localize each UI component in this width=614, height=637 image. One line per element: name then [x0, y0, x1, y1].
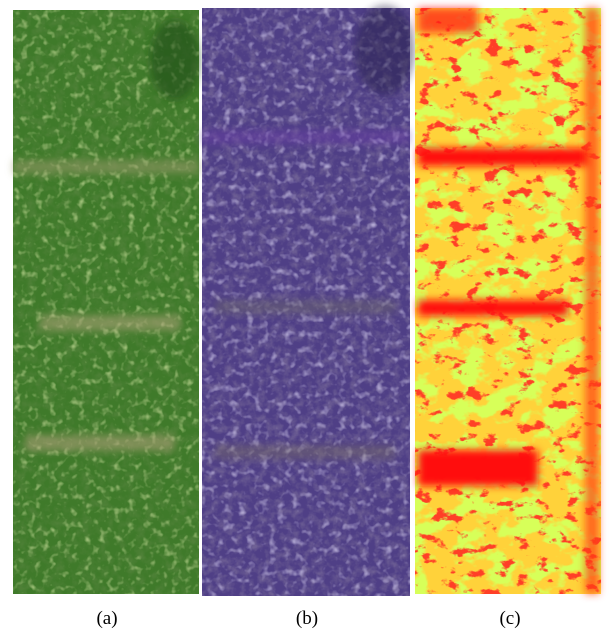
panel-label: (c) — [499, 608, 520, 629]
photo-rgb — [13, 10, 200, 594]
photo-multispectral — [202, 5, 415, 596]
panel-label: (b) — [296, 608, 318, 629]
figure: (a) (b) (c) — [0, 0, 614, 637]
panel-label: (a) — [96, 608, 117, 629]
index-map — [415, 8, 601, 594]
page: (a) (b) (c) (() => { const data = JSON.p… — [0, 0, 614, 637]
